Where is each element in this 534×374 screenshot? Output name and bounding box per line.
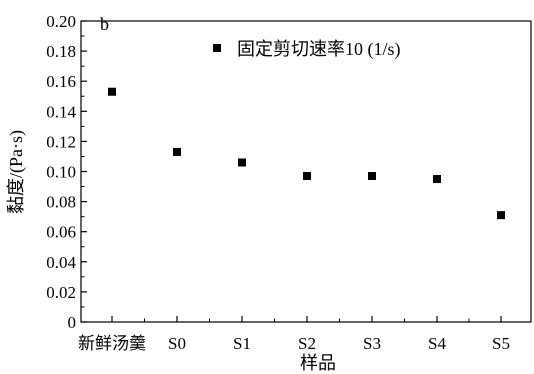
data-point — [173, 147, 181, 156]
x-tick-label: S0 — [168, 334, 186, 353]
y-tick-label: 0.08 — [46, 193, 76, 212]
legend-label: 固定剪切速率10 (1/s) — [237, 39, 401, 60]
data-point — [433, 175, 441, 184]
x-tick-label: S5 — [492, 334, 510, 353]
y-tick-label: 0.12 — [46, 132, 76, 151]
y-axis: 0 0.02 0.04 0.06 0.08 0.10 0.12 0.14 0.16 0.18 0.2… — [46, 12, 87, 332]
y-tick-label: 0.04 — [46, 253, 76, 272]
legend: 固定剪切速率10 (1/s) — [213, 39, 401, 60]
x-tick-label: S1 — [233, 334, 251, 353]
x-tick-label: S2 — [298, 334, 316, 353]
y-tick-label: 0.20 — [46, 12, 76, 31]
data-point — [497, 211, 505, 220]
data-point — [238, 158, 246, 167]
plot-frame — [80, 20, 532, 323]
y-tick-label: 0.02 — [46, 283, 76, 302]
y-tick-label: 0.14 — [46, 102, 76, 121]
data-point — [108, 87, 116, 96]
plot-area-border — [80, 20, 532, 323]
y-tick-label: 0.18 — [46, 42, 76, 61]
x-axis-title: 样品 — [300, 353, 336, 373]
y-tick-label: 0.10 — [46, 163, 76, 182]
y-tick-label: 0.06 — [46, 223, 76, 242]
y-axis-title: 黏度/(Pa·s) — [6, 130, 27, 214]
data-series — [108, 87, 505, 220]
legend-marker — [213, 44, 221, 52]
x-tick-label: S4 — [428, 334, 446, 353]
data-point — [368, 172, 376, 181]
x-tick-label: S3 — [363, 334, 381, 353]
x-axis: 新鲜汤羹 S0 S1 S2 S3 S4 S5 — [78, 316, 510, 353]
y-tick-label: 0.16 — [46, 72, 76, 91]
data-point — [303, 172, 311, 181]
y-tick-label: 0 — [68, 313, 77, 332]
x-tick-label: 新鲜汤羹 — [78, 334, 146, 353]
panel-label: b — [100, 14, 109, 34]
